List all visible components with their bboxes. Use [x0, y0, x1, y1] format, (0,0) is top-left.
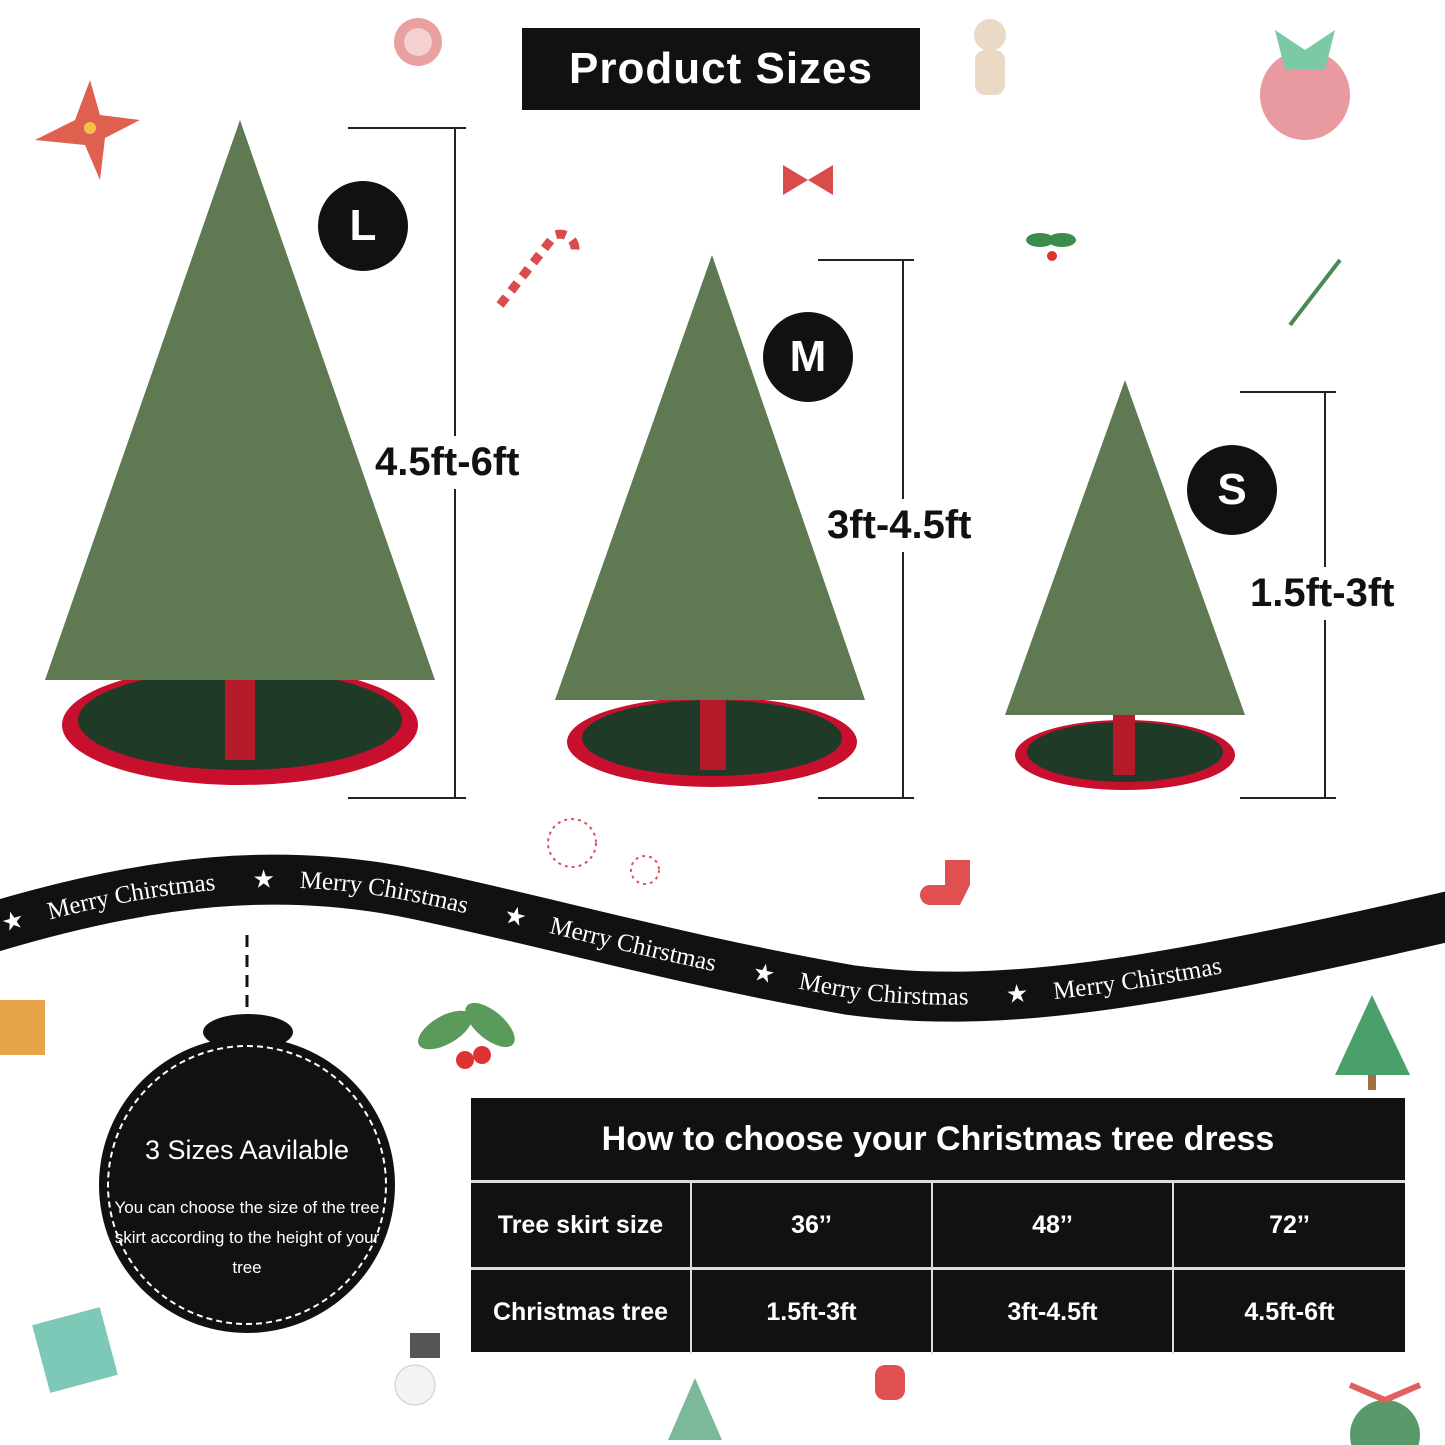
page-title: Product Sizes [522, 28, 920, 110]
table-cell: 4.5ft-6ft [1172, 1270, 1405, 1354]
candy-cane-icon [496, 229, 580, 308]
table-cell: 1.5ft-3ft [690, 1270, 931, 1354]
stocking-icon [920, 860, 970, 905]
size-table: How to choose your Christmas tree dress … [471, 1098, 1405, 1354]
range-label-l: 4.5ft-6ft [375, 436, 520, 489]
table-cell: 48’’ [931, 1183, 1172, 1267]
holly-large-icon [418, 1002, 515, 1069]
dashed-ring [107, 1045, 387, 1325]
bauble-icon [1348, 1382, 1422, 1445]
row-label: Tree skirt size [497, 1210, 664, 1239]
bow-icon [783, 165, 833, 195]
branch-icon [1288, 258, 1342, 327]
size-badge-l: L [318, 181, 408, 271]
table-cell: 3ft-4.5ft [931, 1270, 1172, 1354]
gingerbread-icon [974, 19, 1006, 95]
ribbon-banner [0, 854, 1445, 1022]
table-cell: 36’’ [690, 1183, 931, 1267]
info-text: You can choose the size of the tree skir… [114, 1198, 380, 1277]
tree-medium [555, 255, 865, 787]
gift-icon [0, 1000, 118, 1393]
table-row: Christmas tree 1.5ft-3ft 3ft-4.5ft 4.5ft… [471, 1267, 1405, 1354]
poinsettia-icon [35, 80, 140, 180]
mitten-icon [875, 1365, 905, 1400]
range-label-m: 3ft-4.5ft [827, 499, 972, 552]
info-title: 3 Sizes Aavilable [144, 1135, 350, 1165]
holly-icon [1026, 233, 1076, 261]
snowman-icon [394, 1333, 440, 1406]
size-badge-s: S [1187, 445, 1277, 535]
row-label: Christmas tree [492, 1297, 669, 1326]
ornament-icon [394, 18, 442, 66]
table-cell: 72’’ [1172, 1183, 1405, 1267]
info-badge: 3 Sizes Aavilable You can choose the siz… [99, 1037, 395, 1333]
gift-ornament-icon [1260, 30, 1350, 140]
small-tree-icon [668, 995, 1410, 1440]
tree-large [45, 120, 435, 785]
range-label-s: 1.5ft-3ft [1250, 567, 1395, 620]
tree-small [1005, 380, 1245, 790]
table-row: Tree skirt size 36’’ 48’’ 72’’ [471, 1183, 1405, 1267]
snowflake-icon [547, 818, 660, 885]
size-badge-m: M [763, 312, 853, 402]
table-title: How to choose your Christmas tree dress [471, 1098, 1405, 1183]
ribbon-text: ★ Merry Chirstmas ★ Merry Chirstmas ★ Me… [0, 866, 1248, 1010]
